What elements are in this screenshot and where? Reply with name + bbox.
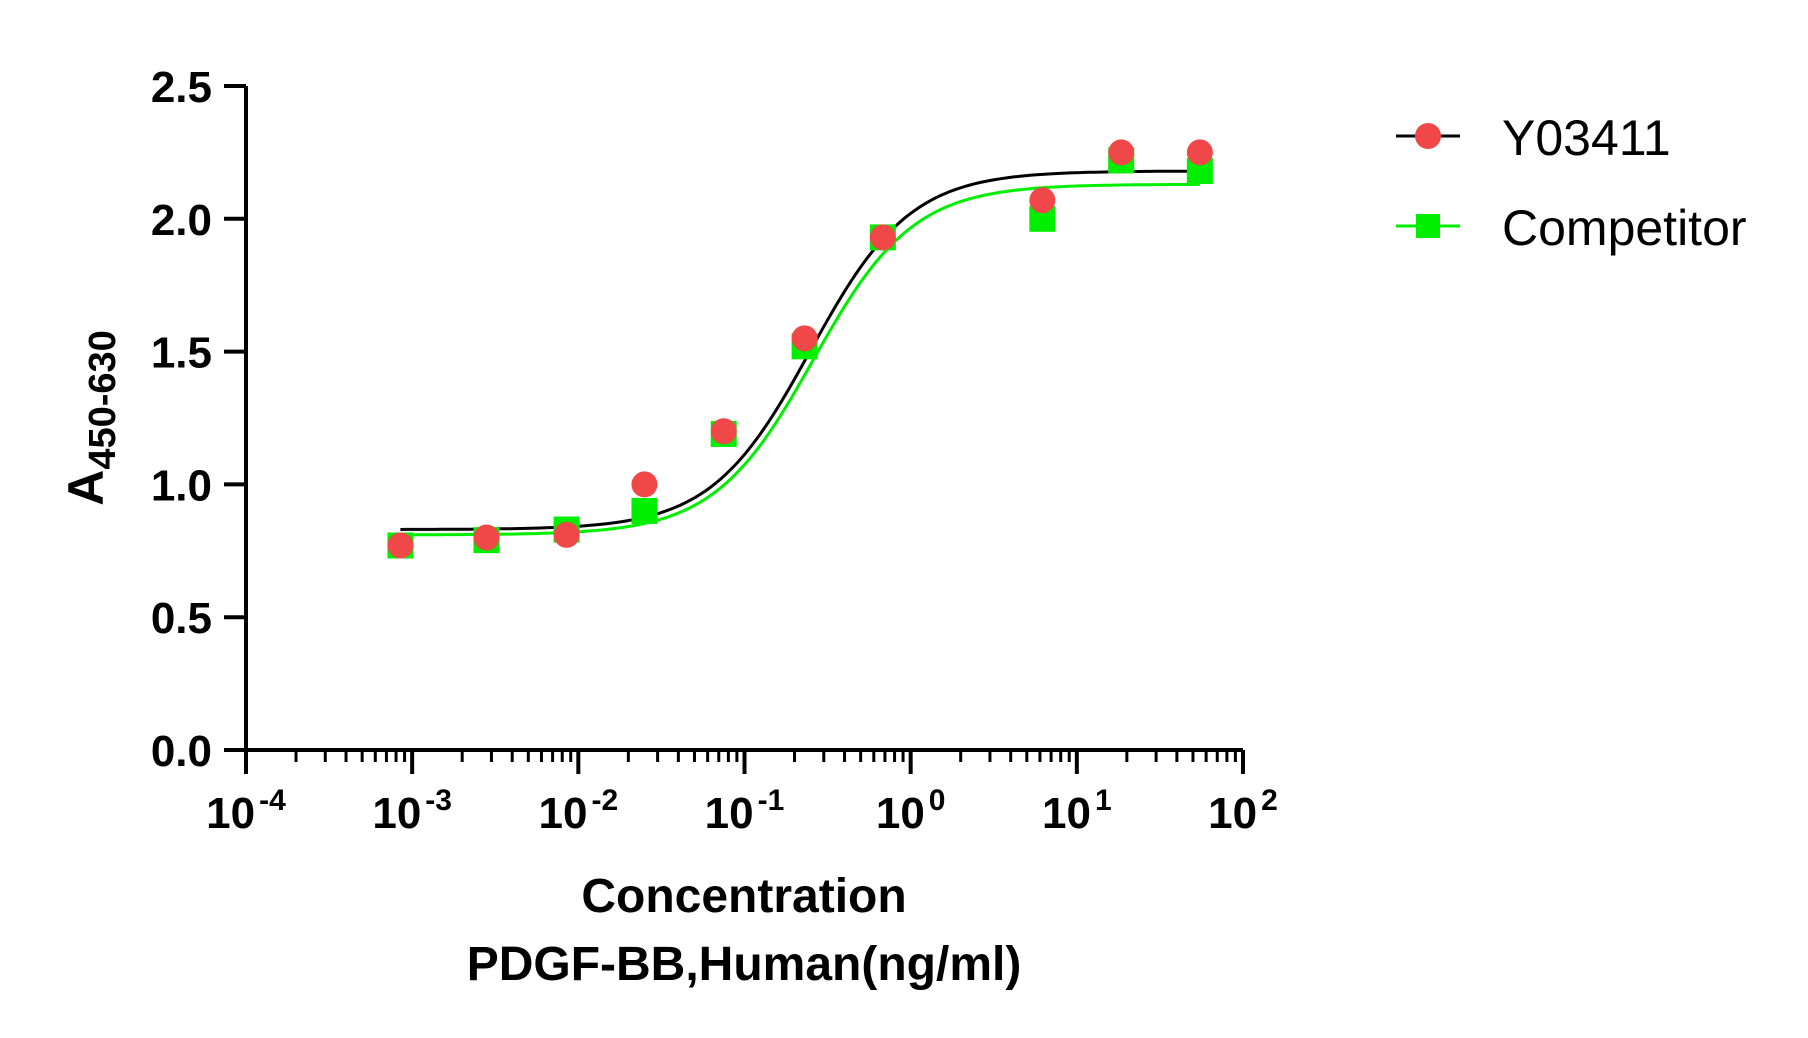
fit-curve-y03411	[400, 169, 1200, 531]
data-point-y03411	[387, 532, 414, 559]
y-tick-label: 1.5	[151, 329, 212, 378]
x-tick-exponent: 0	[929, 784, 946, 817]
data-point-y03411	[1108, 139, 1135, 166]
x-ticks: 10 -4 10 -3 10 -2 10 -1 10 0 10 1 10 2	[206, 750, 1278, 838]
legend-label-y03411: Y03411	[1502, 110, 1671, 166]
y-axis-title: A450-630	[58, 330, 124, 506]
y-axis-title-main: A	[58, 470, 114, 506]
x-tick-exponent: -1	[758, 784, 785, 817]
x-tick-label: 10 1	[1042, 784, 1112, 838]
data-point-y03411	[791, 325, 818, 352]
y-axis-title-sub: 450-630	[82, 330, 124, 469]
x-tick-base: 10	[705, 789, 754, 838]
legend-marker-competitor	[1416, 214, 1440, 238]
x-tick-label: 10 0	[876, 784, 946, 838]
x-tick-label: 10 -4	[206, 784, 286, 838]
x-tick-exponent: -3	[425, 784, 452, 817]
y-tick-label: 2.0	[151, 196, 212, 245]
x-tick-label: 10 -3	[372, 784, 452, 838]
x-tick-base: 10	[372, 789, 421, 838]
x-tick-label: 10 2	[1208, 784, 1278, 838]
x-tick-label: 10 -1	[705, 784, 785, 838]
x-tick-base: 10	[876, 789, 925, 838]
fit-curve-competitor	[400, 182, 1200, 537]
legend-marker-y03411	[1415, 123, 1441, 149]
x-tick-exponent: -4	[259, 784, 286, 817]
x-tick-base: 10	[206, 789, 255, 838]
x-tick-base: 10	[539, 789, 588, 838]
x-tick-base: 10	[1208, 789, 1257, 838]
data-point-y03411	[869, 224, 896, 251]
data-point-y03411	[1029, 187, 1056, 214]
x-tick-base: 10	[1042, 789, 1091, 838]
legend-item-y03411: Y03411	[1396, 110, 1671, 166]
data-point-competitor	[631, 497, 658, 524]
fit-curves	[400, 169, 1200, 537]
data-point-y03411	[473, 524, 500, 551]
legend: Y03411 Competitor	[1396, 110, 1747, 256]
y-tick-label: 2.5	[151, 63, 212, 112]
data-point-y03411	[553, 521, 580, 548]
data-point-y03411	[710, 418, 737, 445]
data-point-y03411	[631, 471, 658, 498]
x-axis-title-line1: Concentration	[581, 870, 906, 923]
x-tick-exponent: 2	[1261, 784, 1278, 817]
x-tick-exponent: 1	[1095, 784, 1112, 817]
y-tick-label: 0.0	[151, 727, 212, 776]
y-tick-label: 1.0	[151, 461, 212, 510]
data-points	[387, 139, 1213, 559]
y-ticks: 0.0 0.5 1.0 1.5 2.0 2.5	[151, 63, 246, 776]
y-tick-label: 0.5	[151, 594, 212, 643]
legend-label-competitor: Competitor	[1502, 200, 1747, 256]
x-axis-title-line2: PDGF-BB,Human(ng/ml)	[467, 938, 1022, 991]
x-tick-exponent: -2	[591, 784, 618, 817]
x-tick-label: 10 -2	[539, 784, 619, 838]
legend-item-competitor: Competitor	[1396, 200, 1747, 256]
data-point-y03411	[1186, 139, 1213, 166]
